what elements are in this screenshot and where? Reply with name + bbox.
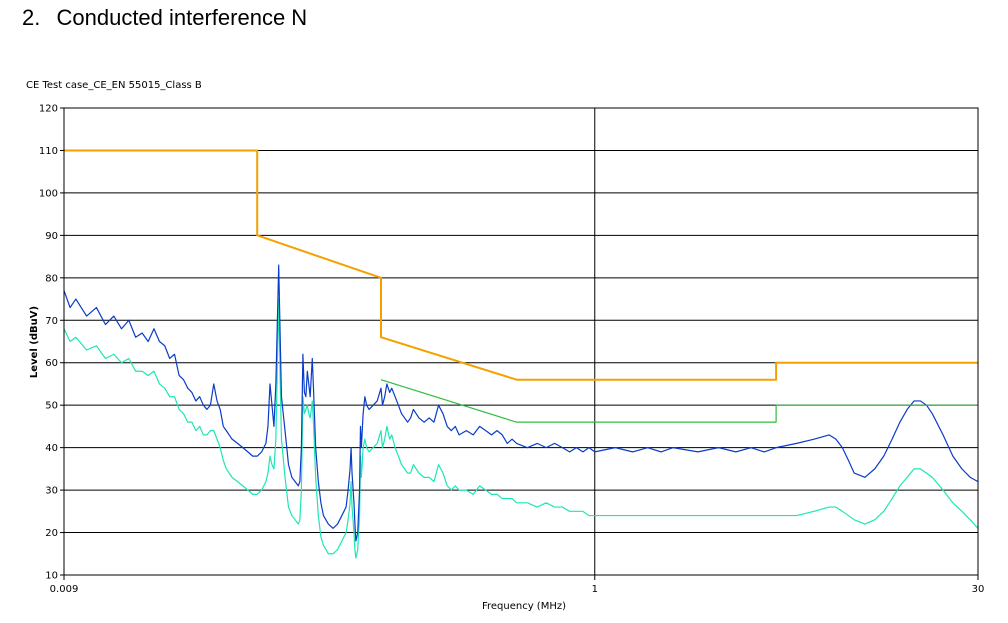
series-line-qp-limit — [64, 149, 978, 381]
y-tick-label: 110 — [39, 146, 58, 157]
y-tick-label: 80 — [45, 273, 58, 284]
y-axis-label: Level (dBuV) — [29, 306, 40, 378]
x-tick-label: 1 — [592, 584, 598, 595]
series-line-average-trace — [63, 298, 979, 559]
x-axis-label: Frequency (MHz) — [482, 601, 566, 612]
y-tick-label: 100 — [39, 188, 58, 199]
y-tick-label: 30 — [45, 486, 58, 497]
label-layer: 10 20 30 40 50 60 70 80 90 100 110 120 0.009 1 30 — [39, 104, 984, 596]
plot-frame — [63, 107, 979, 576]
x-tick-label: 30 — [972, 584, 985, 595]
x-tick-label: 0.009 — [50, 584, 79, 595]
y-tick-label: 60 — [45, 358, 58, 369]
y-tick-label: 10 — [45, 571, 58, 582]
y-tick-label: 20 — [45, 528, 58, 539]
y-tick-label: 40 — [45, 443, 58, 454]
grid-layer — [64, 108, 978, 575]
heading-number: 2. — [22, 5, 41, 30]
series-line-avg-limit — [380, 379, 978, 423]
series-layer — [63, 149, 979, 559]
y-tick-label: 50 — [45, 401, 58, 412]
chart-title: CE Test case_CE_EN 55015_Class B — [26, 80, 202, 91]
y-tick-label: 90 — [45, 231, 58, 242]
series-line-peak-trace — [63, 264, 979, 542]
y-tick-label: 120 — [39, 104, 58, 115]
heading-text: Conducted interference N — [56, 5, 308, 30]
page-heading: 2. Conducted interference N — [22, 5, 307, 31]
frame-layer — [60, 107, 979, 580]
y-tick-label: 70 — [45, 316, 58, 327]
